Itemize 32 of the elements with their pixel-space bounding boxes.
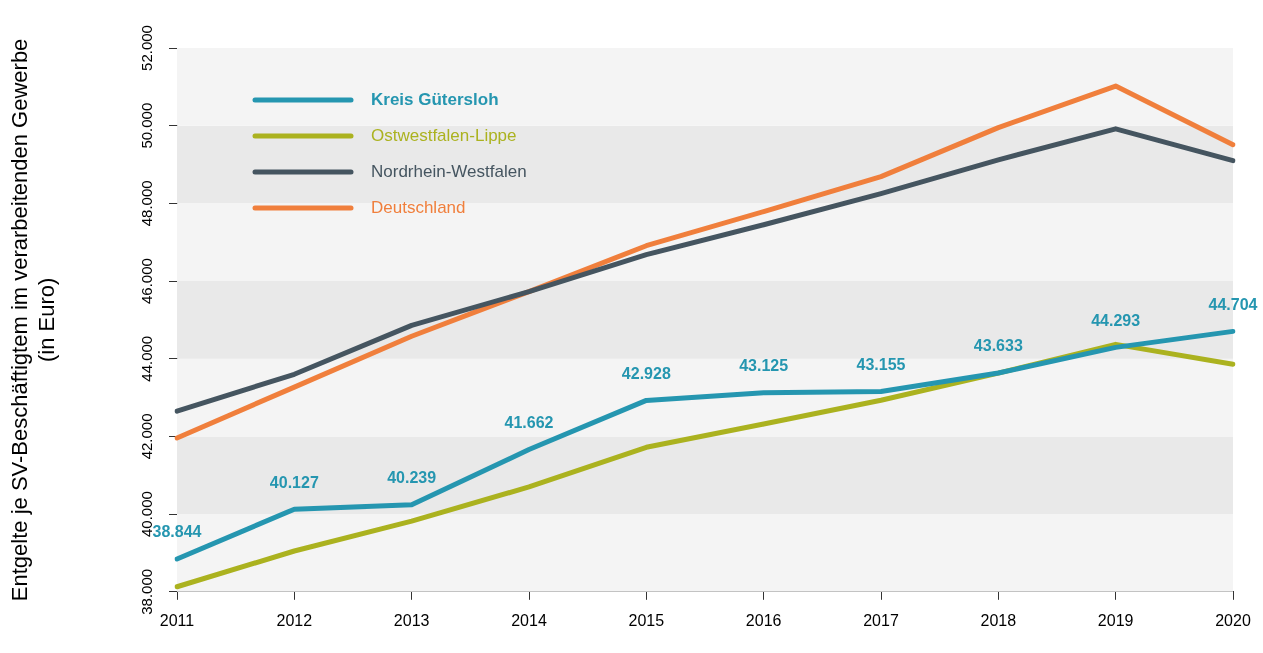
- x-tick-label: 2015: [628, 611, 665, 629]
- x-tick-label: 2014: [511, 611, 547, 629]
- y-tick-label: 44.000: [137, 335, 155, 382]
- data-label: 42.928: [621, 364, 671, 382]
- text: Deutschland: [371, 197, 466, 217]
- x-tick-label: 2020: [1215, 611, 1251, 629]
- x-tick-label: 2019: [1097, 611, 1134, 629]
- x-tick-label: 2016: [745, 611, 782, 629]
- data-label: 44.293: [1091, 311, 1141, 329]
- y-tick-label: 48.000: [137, 180, 155, 227]
- data-label: 40.127: [269, 473, 319, 491]
- text: Kreis Gütersloh: [371, 89, 499, 109]
- x-tick-label: 2017: [863, 611, 899, 629]
- y-tick-label: 52.000: [137, 25, 155, 71]
- data-label: 43.155: [856, 355, 906, 373]
- data-label: 41.662: [504, 413, 554, 431]
- text: Nordrhein-Westfalen: [371, 161, 527, 181]
- y-tick-label: 50.000: [137, 102, 155, 149]
- data-label: 44.704: [1208, 295, 1258, 313]
- y-axis-title: Entgelte je SV-Beschäftigtem im verarbeitenden Gewerbe (in Euro): [7, 38, 59, 602]
- text: Ostwestfalen-Lippe: [371, 125, 517, 145]
- x-tick-label: 2018: [980, 611, 1017, 629]
- y-tick-label: 42.000: [137, 413, 155, 460]
- y-tick-label: 38.000: [137, 568, 155, 615]
- data-label: 43.633: [973, 337, 1023, 355]
- y-tick-label: 46.000: [137, 258, 155, 304]
- x-tick-label: 2013: [393, 611, 430, 629]
- x-tick-label: 2012: [276, 611, 313, 629]
- data-label: 43.125: [739, 357, 789, 375]
- data-label: 40.239: [387, 469, 437, 487]
- x-tick-label: 2011: [159, 611, 195, 629]
- data-label: 38.844: [152, 523, 202, 541]
